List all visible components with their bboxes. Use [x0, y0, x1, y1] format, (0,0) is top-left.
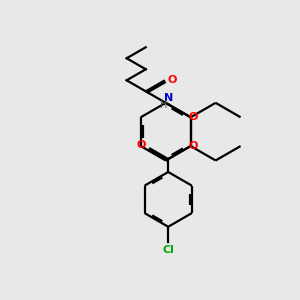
Text: O: O [188, 141, 197, 151]
Text: O: O [188, 112, 197, 122]
Text: H: H [160, 100, 167, 110]
Text: N: N [164, 93, 173, 103]
Text: O: O [167, 75, 177, 85]
Text: O: O [136, 140, 146, 150]
Text: Cl: Cl [162, 245, 174, 255]
